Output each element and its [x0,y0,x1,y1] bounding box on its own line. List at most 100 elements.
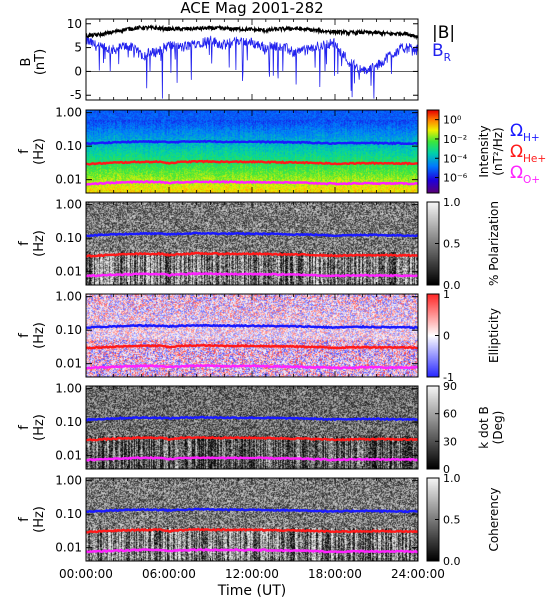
field-panel: 10 5 0 -5 B (nT) |B|BR [19,17,455,102]
colorbar-label: Ellipticity [487,308,501,363]
spectrogram-panel-4: 1.00 0.10 0.01 f (Hz) 90 60 30 0 k dot B (Deg) [17,380,505,476]
spectrogram-panel-1: 1.00 0.10 0.01 f (Hz) 10⁰ 10⁻² 10⁻⁴ 10⁻⁶ Intensit… [17,106,546,194]
colorbar [427,478,439,561]
legend-heplus: ΩHe+ [510,142,546,165]
y-tick-label: 0.01 [55,541,82,555]
y-axis-label: f [17,149,32,154]
colorbar-tick-label: 10⁻⁴ [443,152,468,165]
y-tick-label: 0.10 [55,231,82,245]
y-tick-label: 1.00 [55,106,82,120]
colorbar-frame [426,109,440,194]
y-axis-unit: (Hz) [32,138,47,165]
gyro-line-oplus [85,271,419,278]
y-tick-label: 0.01 [55,449,82,463]
gyro-line-oplus [85,363,419,370]
spectrogram-image [86,386,418,469]
gyro-line-hplus [85,323,419,330]
y-axis-label: f [17,241,32,246]
y-tick-label: 10 [67,17,82,31]
spectrogram-image [86,478,418,561]
colorbar-tick-label: 0.0 [443,555,461,568]
y-tick-label: 1.00 [55,290,82,304]
colorbar-tick-label: 0.5 [443,514,461,527]
colorbar-tick-label: 10⁻⁶ [443,172,468,185]
gyro-line-heplus [85,435,419,442]
colorbar-tick-label: 10⁻² [443,133,467,146]
colorbar [427,202,439,285]
gyro-line-heplus [85,159,418,166]
colorbar-tick-label: 0.0 [443,279,461,292]
y-tick-label: 0 [74,64,82,78]
y-tick-label: 1.00 [55,198,82,212]
x-tick-label: 06:00:00 [142,567,196,581]
series-line-b-total [85,23,419,41]
colorbar [427,386,439,469]
spectrogram-panel-2: 1.00 0.10 0.01 f (Hz) 1.0 0.5 0.0 % Polarization [17,196,501,292]
y-tick-label: -5 [70,88,82,102]
gyro-line-heplus [85,343,418,350]
legend-oplus: ΩO+ [510,163,540,186]
y-tick-label: 0.01 [55,357,82,371]
spectrogram-image [86,294,418,377]
y-axis-unit: (Hz) [32,230,47,257]
series-line-br [85,35,419,99]
x-tick-label: 00:00:00 [59,567,113,581]
y-axis-label: f [17,333,32,338]
y-axis-label: f [17,517,32,522]
x-tick-label: 12:00:00 [225,567,279,581]
gyro-line-heplus [85,527,419,534]
colorbar-tick-label: 0 [443,330,450,343]
colorbar-tick-label: -1 [443,371,454,384]
colorbar-tick-label: 30 [443,435,457,448]
y-axis-unit: (Hz) [32,506,47,533]
colorbar-tick-label: 10⁰ [443,114,462,127]
y-tick-label: 0.01 [55,265,82,279]
colorbar-tick-label: 0.5 [443,238,461,251]
y-tick-label: 0.10 [55,507,82,521]
gyro-line-oplus [85,179,419,186]
x-axis-label: Time (UT) [217,583,286,599]
y-axis-unit: (nT) [33,49,48,75]
plot-frame [85,18,419,101]
spectrogram-image [86,110,418,193]
spectrogram-panel-5: 1.00 0.10 0.01 f (Hz) 1.0 0.5 0.0 Coherency [17,472,501,568]
colorbar-label: k dot B [477,406,491,448]
colorbar [427,294,439,377]
gyro-line-hplus [85,415,419,422]
colorbar-tick-label: 0 [443,463,450,476]
y-tick-label: 5 [74,41,82,55]
y-axis-unit: (Hz) [32,322,47,349]
colorbar-tick-label: 1.0 [443,472,461,485]
gyro-line-oplus [85,547,419,554]
gyro-line-hplus [85,231,419,238]
colorbar-unit: (nT²/Hz) [491,127,505,175]
colorbar-frame [426,385,440,470]
gyro-line-hplus [85,139,419,146]
y-tick-label: 0.01 [55,173,82,187]
x-tick-label: 24:00:00 [391,567,445,581]
y-axis-label: B [19,58,34,67]
y-axis-label: f [17,425,32,430]
colorbar-tick-label: 60 [443,408,457,421]
chart-title: ACE Mag 2001-282 [180,0,323,17]
spectrogram-image [86,202,418,285]
y-tick-label: 1.00 [55,474,82,488]
colorbar [427,110,439,193]
spectrogram-panel-3: 1.00 0.10 0.01 f (Hz) 1 0 -1 Ellipticity [17,288,501,384]
colorbar-label: Intensity [477,125,491,177]
colorbar-label: Coherency [487,487,501,551]
legend-b-total: |B| [432,23,455,43]
legend-b-r: BR [432,41,452,64]
colorbar-unit: (Deg) [491,411,505,445]
colorbar-tick-label: 1 [443,288,450,301]
legend-hplus: ΩH+ [510,121,540,144]
x-tick-label: 18:00:00 [308,567,362,581]
y-tick-label: 0.10 [55,415,82,429]
gyro-line-heplus [85,251,419,258]
colorbar-label: % Polarization [487,201,501,286]
gyro-line-oplus [85,455,419,462]
gyro-line-hplus [85,507,418,514]
colorbar-tick-label: 90 [443,380,457,393]
y-tick-label: 0.10 [55,139,82,153]
y-axis-unit: (Hz) [32,414,47,441]
